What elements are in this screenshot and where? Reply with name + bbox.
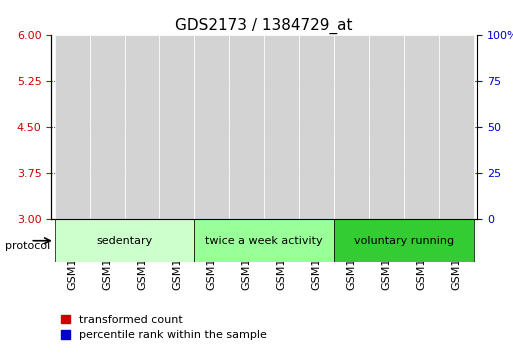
Bar — [412, 175, 430, 219]
FancyBboxPatch shape — [55, 35, 90, 219]
FancyBboxPatch shape — [125, 35, 160, 219]
Bar — [404, 35, 439, 219]
Text: voluntary running: voluntary running — [354, 236, 454, 246]
Bar — [98, 167, 116, 219]
Bar — [174, 178, 180, 219]
Bar — [194, 35, 229, 219]
Text: protocol: protocol — [5, 241, 50, 251]
FancyBboxPatch shape — [160, 35, 194, 219]
FancyBboxPatch shape — [439, 35, 473, 219]
Bar — [125, 35, 160, 219]
FancyBboxPatch shape — [194, 219, 334, 262]
Bar — [70, 130, 75, 219]
FancyBboxPatch shape — [264, 35, 299, 219]
Bar — [314, 182, 319, 219]
FancyBboxPatch shape — [55, 219, 194, 262]
Text: twice a week activity: twice a week activity — [205, 236, 323, 246]
FancyBboxPatch shape — [334, 219, 473, 262]
Bar — [343, 179, 360, 219]
Bar — [453, 206, 459, 219]
Bar — [238, 169, 255, 219]
FancyBboxPatch shape — [404, 35, 439, 219]
Bar — [419, 178, 424, 219]
Bar — [369, 35, 404, 219]
Bar — [264, 35, 299, 219]
Bar — [279, 182, 284, 219]
FancyBboxPatch shape — [229, 35, 264, 219]
Bar — [299, 35, 334, 219]
Title: GDS2173 / 1384729_at: GDS2173 / 1384729_at — [175, 18, 353, 34]
Bar — [160, 35, 194, 219]
Legend: transformed count, percentile rank within the sample: transformed count, percentile rank withi… — [57, 310, 271, 345]
Bar — [349, 180, 354, 219]
Text: sedentary: sedentary — [96, 236, 153, 246]
FancyBboxPatch shape — [90, 35, 125, 219]
Bar — [64, 77, 81, 219]
FancyBboxPatch shape — [194, 35, 229, 219]
Bar — [229, 35, 264, 219]
Bar — [140, 178, 145, 219]
Bar — [209, 178, 214, 219]
Bar — [133, 173, 151, 219]
Bar — [308, 180, 325, 219]
FancyBboxPatch shape — [299, 35, 334, 219]
Bar — [90, 35, 125, 219]
Bar — [334, 35, 369, 219]
FancyBboxPatch shape — [334, 35, 369, 219]
Bar — [447, 202, 465, 219]
Bar — [244, 175, 249, 219]
Bar — [273, 179, 290, 219]
Bar — [203, 173, 221, 219]
FancyBboxPatch shape — [369, 35, 404, 219]
Bar — [439, 35, 473, 219]
Bar — [384, 177, 389, 219]
Bar — [55, 35, 90, 219]
Bar — [378, 170, 395, 219]
Bar — [168, 172, 186, 219]
Bar — [105, 173, 110, 219]
